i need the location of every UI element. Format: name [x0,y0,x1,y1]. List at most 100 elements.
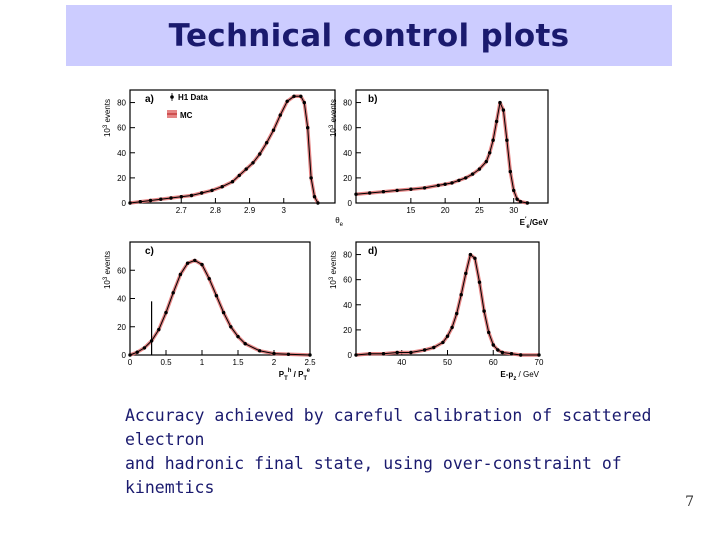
x-axis-label: E′e/GeV [520,217,549,230]
data-point [409,187,413,191]
data-point [450,325,454,330]
data-point [308,353,312,357]
data-point [285,99,289,103]
data-point [498,100,502,105]
data-point [179,195,183,199]
plot-panel-c: 0 20 40 60 0 0.5 1 1.5 2 2.5 103 events PTh / PTe c) [103,241,316,382]
y-tick-label: 0 [122,199,127,208]
y-tick-label: 80 [343,251,352,260]
y-tick-label: 40 [343,301,352,310]
data-point [229,325,233,329]
page-number: 7 [685,494,694,510]
data-point [496,348,500,352]
data-point [368,352,372,356]
data-point [464,271,468,276]
data-point [464,176,468,180]
data-point [494,119,499,124]
data-point [450,181,454,185]
data-point [473,256,477,260]
y-tick-label: 0 [348,199,353,208]
data-point [302,100,306,105]
data-point [441,340,445,345]
x-tick-label: 1 [200,358,205,367]
data-point [487,330,491,335]
data-point [459,293,463,297]
x-tick-label: 20 [441,206,450,215]
data-point [445,334,450,338]
legend-label-data: H1 Data [178,93,208,102]
data-point [470,172,475,176]
y-tick-label: 20 [117,323,126,332]
data-point [306,126,310,130]
data-point [237,173,241,178]
data-point [422,186,427,190]
plot-frame [355,89,549,204]
data-point [501,108,506,112]
slide-caption: Accuracy achieved by careful calibration… [125,404,705,500]
data-point [455,311,459,316]
data-point [491,138,495,142]
data-point [128,353,132,357]
y-tick-label: 40 [343,149,352,158]
y-tick-label: 80 [343,99,352,108]
mc-band [129,94,320,205]
y-tick-label: 20 [117,174,126,183]
panel-label: a) [145,94,154,105]
data-point [292,94,296,98]
y-tick-label: 0 [122,351,127,360]
x-tick-label: 0.5 [160,358,172,367]
data-point [171,291,175,295]
title-banner: Technical control plots [66,5,672,66]
plot-frame [129,89,336,204]
mc-band [355,100,528,205]
panel-label: c) [145,246,154,257]
plot-frame [129,241,311,356]
slide-title: Technical control plots [168,17,570,54]
data-point [508,169,512,174]
data-point [210,188,214,193]
data-point [422,348,427,352]
plot-panel-a: 0 20 40 60 80 2.7 2.8 2.9 3 103 events θe a) H1 Data… [103,89,344,228]
data-point [138,200,142,204]
data-point [265,141,269,145]
x-tick-label: 70 [535,358,544,367]
data-point [272,351,276,356]
data-point [230,180,235,184]
data-point [185,261,190,265]
data-point [525,201,530,205]
x-tick-label: 25 [475,206,484,215]
data-point [312,195,317,199]
data-point [443,182,447,186]
data-point [135,350,139,354]
data-point [477,280,482,284]
data-point [354,353,358,357]
data-point [257,349,262,353]
data-point [148,198,153,203]
data-point [178,272,183,277]
data-point [244,167,248,171]
data-point [505,138,509,142]
panel-label: b) [368,94,377,105]
x-tick-label: 2.9 [244,206,256,215]
data-point [500,350,505,355]
data-point [457,178,461,183]
y-tick-label: 0 [348,351,353,360]
data-point [142,346,147,350]
data-point [236,334,240,339]
data-point [488,151,492,155]
x-tick-label: 30 [509,206,518,215]
data-point [128,201,132,205]
data-point [509,352,514,356]
y-tick-label: 80 [117,99,126,108]
x-axis-label: θe [335,216,343,228]
y-tick-label: 60 [117,266,126,275]
x-tick-label: 15 [406,206,415,215]
data-point [395,188,399,193]
x-tick-label: 2.8 [210,206,222,215]
data-point [512,188,516,193]
plot-panel-b: 0 20 40 60 80 15 20 25 30 103 events E′e/GeV b) [329,89,549,230]
data-point [278,113,282,117]
y-tick-label: 40 [117,149,126,158]
data-point [157,327,161,332]
data-point [200,191,204,195]
